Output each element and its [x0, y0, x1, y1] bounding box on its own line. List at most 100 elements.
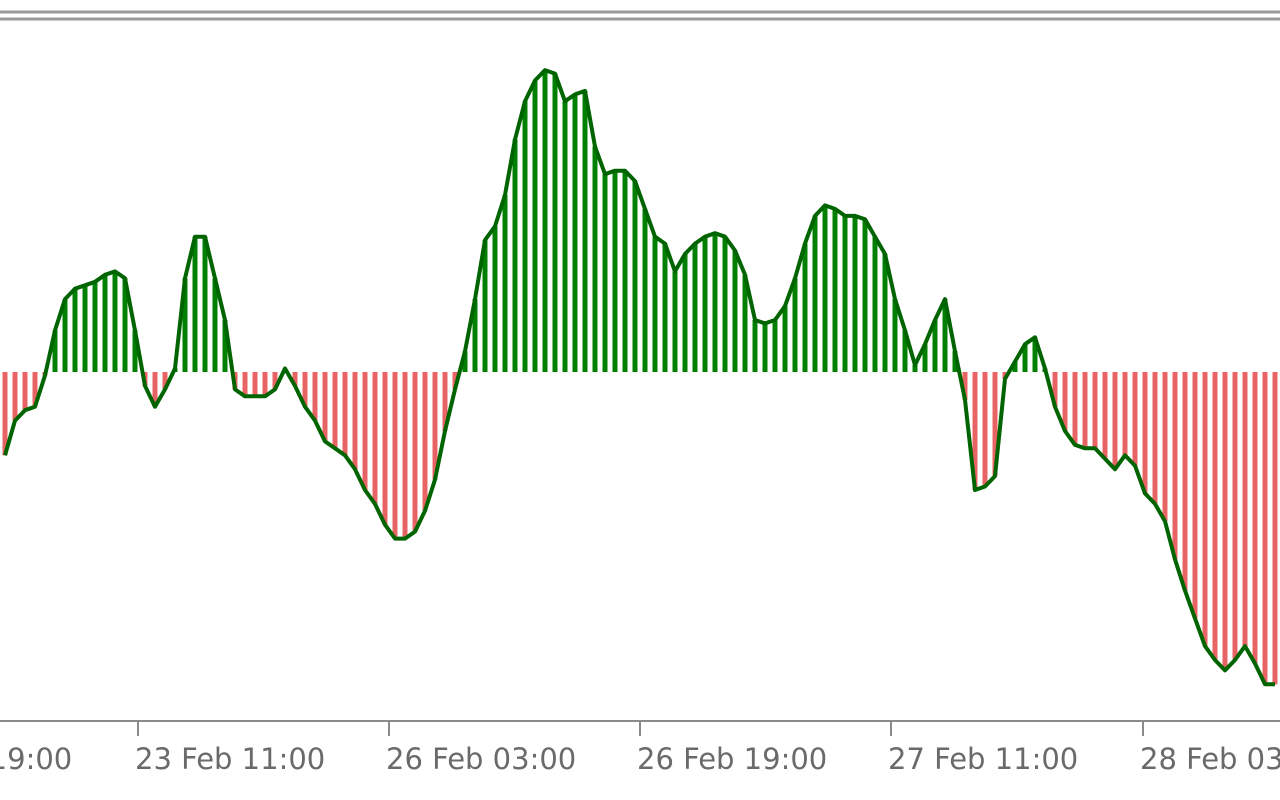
bar	[122, 278, 128, 372]
bar	[972, 372, 978, 490]
bar	[472, 299, 478, 372]
bar	[432, 372, 438, 480]
bar	[322, 372, 328, 442]
bar	[622, 170, 628, 372]
bar	[412, 372, 418, 532]
bar	[942, 299, 948, 372]
bar	[132, 330, 138, 372]
x-tick-label: 22 Feb 19:00	[0, 742, 72, 776]
bar	[1142, 372, 1148, 494]
bar	[242, 372, 248, 397]
bar	[902, 330, 908, 372]
bar	[862, 219, 868, 372]
bar	[782, 306, 788, 372]
x-tick-label: 26 Feb 19:00	[637, 742, 827, 776]
bar	[822, 205, 828, 372]
bar	[982, 372, 988, 487]
bar	[1132, 372, 1138, 466]
bar	[1212, 372, 1218, 661]
bar	[302, 372, 308, 407]
bar	[522, 101, 528, 372]
bar	[162, 372, 168, 390]
bar	[22, 372, 28, 411]
bar	[392, 372, 398, 539]
bar	[1202, 372, 1208, 647]
bar	[1262, 372, 1268, 685]
bar	[642, 208, 648, 372]
bar	[2, 372, 8, 456]
bar	[832, 208, 838, 372]
bar	[402, 372, 408, 539]
bar	[602, 174, 608, 372]
bar	[762, 323, 768, 372]
bar	[152, 372, 158, 407]
bar	[542, 70, 548, 373]
bar	[62, 299, 68, 372]
bar	[192, 236, 198, 372]
bar	[332, 372, 338, 449]
bar	[352, 372, 358, 470]
line	[3, 68, 1275, 687]
bar	[922, 344, 928, 372]
bar	[72, 288, 78, 372]
bar	[662, 243, 668, 372]
bar	[222, 319, 228, 372]
bar	[702, 236, 708, 372]
bar	[502, 195, 508, 372]
bar	[312, 372, 318, 421]
bar	[1232, 372, 1238, 661]
bar	[842, 215, 848, 372]
bar	[182, 278, 188, 372]
bar	[452, 372, 458, 390]
bar	[612, 170, 618, 372]
bar	[632, 181, 638, 372]
bar	[1082, 372, 1088, 449]
bar	[1062, 372, 1068, 431]
bar	[1102, 372, 1108, 459]
bar	[1252, 372, 1258, 664]
bar	[682, 254, 688, 372]
bar	[1112, 372, 1118, 470]
bar	[802, 243, 808, 372]
bar	[752, 319, 758, 372]
bar	[892, 299, 898, 372]
bar	[1032, 337, 1038, 372]
bar	[202, 236, 208, 372]
bar	[572, 94, 578, 373]
bar	[1052, 372, 1058, 407]
bar	[262, 372, 268, 397]
bar	[722, 236, 728, 372]
bar	[382, 372, 388, 525]
bar	[692, 243, 698, 372]
x-tick-label: 23 Feb 11:00	[135, 742, 325, 776]
bar	[1272, 372, 1278, 685]
bar	[732, 250, 738, 372]
bar	[652, 236, 658, 372]
x-tick-label: 27 Feb 11:00	[888, 742, 1078, 776]
bar	[1072, 372, 1078, 445]
bar	[52, 330, 58, 372]
bar	[932, 319, 938, 372]
bar	[272, 372, 278, 390]
bar	[492, 226, 498, 372]
bar	[952, 351, 958, 372]
bar	[592, 146, 598, 372]
bar	[292, 372, 298, 386]
bar	[1192, 372, 1198, 619]
bar	[532, 80, 538, 373]
bar	[1162, 372, 1168, 522]
bar	[1182, 372, 1188, 591]
bar	[1152, 372, 1158, 504]
bar	[342, 372, 348, 456]
bar	[1022, 344, 1028, 372]
bar	[92, 281, 98, 372]
bar	[1012, 361, 1018, 372]
x-tick-label: 26 Feb 03:00	[386, 742, 576, 776]
bar	[1222, 372, 1228, 671]
bar	[362, 372, 368, 490]
bar	[422, 372, 428, 511]
bar	[992, 372, 998, 477]
bar	[912, 365, 918, 372]
bar	[742, 274, 748, 372]
bar	[1092, 372, 1098, 449]
